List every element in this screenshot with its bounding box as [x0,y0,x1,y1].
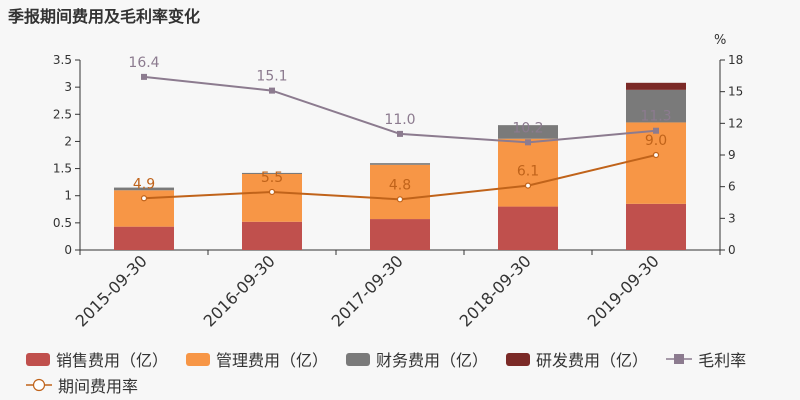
chart-title: 季报期间费用及毛利率变化 [8,7,201,26]
data-label-1: 9.0 [645,133,667,149]
data-label-1: 6.1 [517,164,539,180]
legend-swatch-admin [186,352,211,366]
y-right-tick-label: 15 [728,85,743,99]
legend-label-sales: 销售费用（亿） [56,351,169,370]
y-left-tick-label: 2.5 [53,107,72,121]
bar-segment-3 [626,82,686,90]
legend-item-expense-ratio[interactable]: 期间费用率 [26,373,138,397]
data-label-0: 10.2 [512,120,543,136]
line-point-0 [653,127,659,134]
legend-label-expense-ratio: 期间费用率 [58,377,139,396]
line-point-0 [269,87,275,94]
legend-swatch-expense-ratio [26,378,52,392]
legend-label-gross-margin: 毛利率 [698,351,747,370]
legend-row-1: 销售费用（亿） 管理费用（亿） 财务费用（亿） 研发费用（亿） 毛利率 [26,346,796,372]
legend-label-finance: 财务费用（亿） [376,351,489,370]
y-right-tick-label: 18 [728,53,743,67]
legend-item-rnd[interactable]: 研发费用（亿） [506,347,648,371]
x-tick-label: 2019-09-30 [584,251,663,330]
line-point-0 [525,139,531,146]
y-left-tick-label: 2 [64,134,72,148]
line-point-0 [141,73,147,80]
legend-item-gross-margin[interactable]: 毛利率 [666,347,746,371]
bar-segment-0 [242,221,302,250]
bar-segment-2 [242,172,302,174]
data-label-1: 5.5 [261,170,283,186]
chart-plot: 0 0.5 1 1.5 2 2.5 3 3.5 0 3 6 9 12 15 18% 2015-09-30 201… [53,33,743,331]
line-point-1 [524,182,532,189]
y-left-tick-label: 3.5 [53,53,72,67]
legend-swatch-rnd [506,352,531,366]
legend-item-sales[interactable]: 销售费用（亿） [26,347,168,371]
legend-item-admin[interactable]: 管理费用（亿） [186,347,328,371]
y-right-tick-label: 0 [728,243,736,257]
data-label-0: 11.0 [384,112,415,128]
y-left-tick-label: 0.5 [53,216,72,230]
y-right-tick-label: 9 [728,148,736,162]
bar-segment-0 [498,206,558,250]
y-right-tick-label: 12 [728,116,743,130]
legend: 销售费用（亿） 管理费用（亿） 财务费用（亿） 研发费用（亿） 毛利率 [26,346,796,398]
legend-swatch-sales [26,352,50,366]
x-tick-label: 2017-09-30 [328,251,407,330]
data-label-0: 11.3 [640,109,671,125]
bar-segment-0 [626,203,686,250]
line-point-1 [652,151,660,159]
data-label-1: 4.8 [389,177,411,193]
legend-swatch-finance [346,352,371,366]
bar-segment-2 [626,89,686,123]
line-point-1 [396,196,404,203]
bar-segment-1 [370,164,430,220]
line-point-1 [140,195,148,202]
y-right-tick-label: 6 [728,180,736,194]
data-label-1: 4.9 [133,176,155,192]
legend-label-rnd: 研发费用（亿） [536,351,649,370]
line-point-0 [397,130,403,137]
legend-item-finance[interactable]: 财务费用（亿） [346,347,488,371]
bar-segment-0 [114,226,174,250]
legend-row-2: 期间费用率 [26,372,796,398]
legend-label-admin: 管理费用（亿） [216,351,329,370]
bar-segment-2 [114,187,174,191]
bar-segment-1 [242,174,302,222]
y-right-tick-label: 3 [728,211,736,225]
y-right-unit-label: % [714,33,726,48]
bar-segment-1 [498,138,558,207]
bar-segment-2 [498,125,558,139]
bar-segment-0 [370,219,430,250]
bar-segment-2 [370,163,430,165]
legend-swatch-gross-margin [666,354,693,364]
y-left-tick-label: 3 [64,80,72,94]
line-point-1 [268,188,276,196]
x-tick-label: 2016-09-30 [200,251,279,330]
y-left-tick-label: 1 [64,189,72,203]
x-tick-label: 2018-09-30 [456,251,535,330]
data-label-0: 16.4 [128,55,159,71]
bar-segment-1 [626,122,686,204]
x-tick-label: 2015-09-30 [72,251,151,330]
y-left-tick-label: 1.5 [53,162,72,176]
data-label-0: 15.1 [256,69,287,85]
y-left-tick-label: 0 [64,243,72,257]
